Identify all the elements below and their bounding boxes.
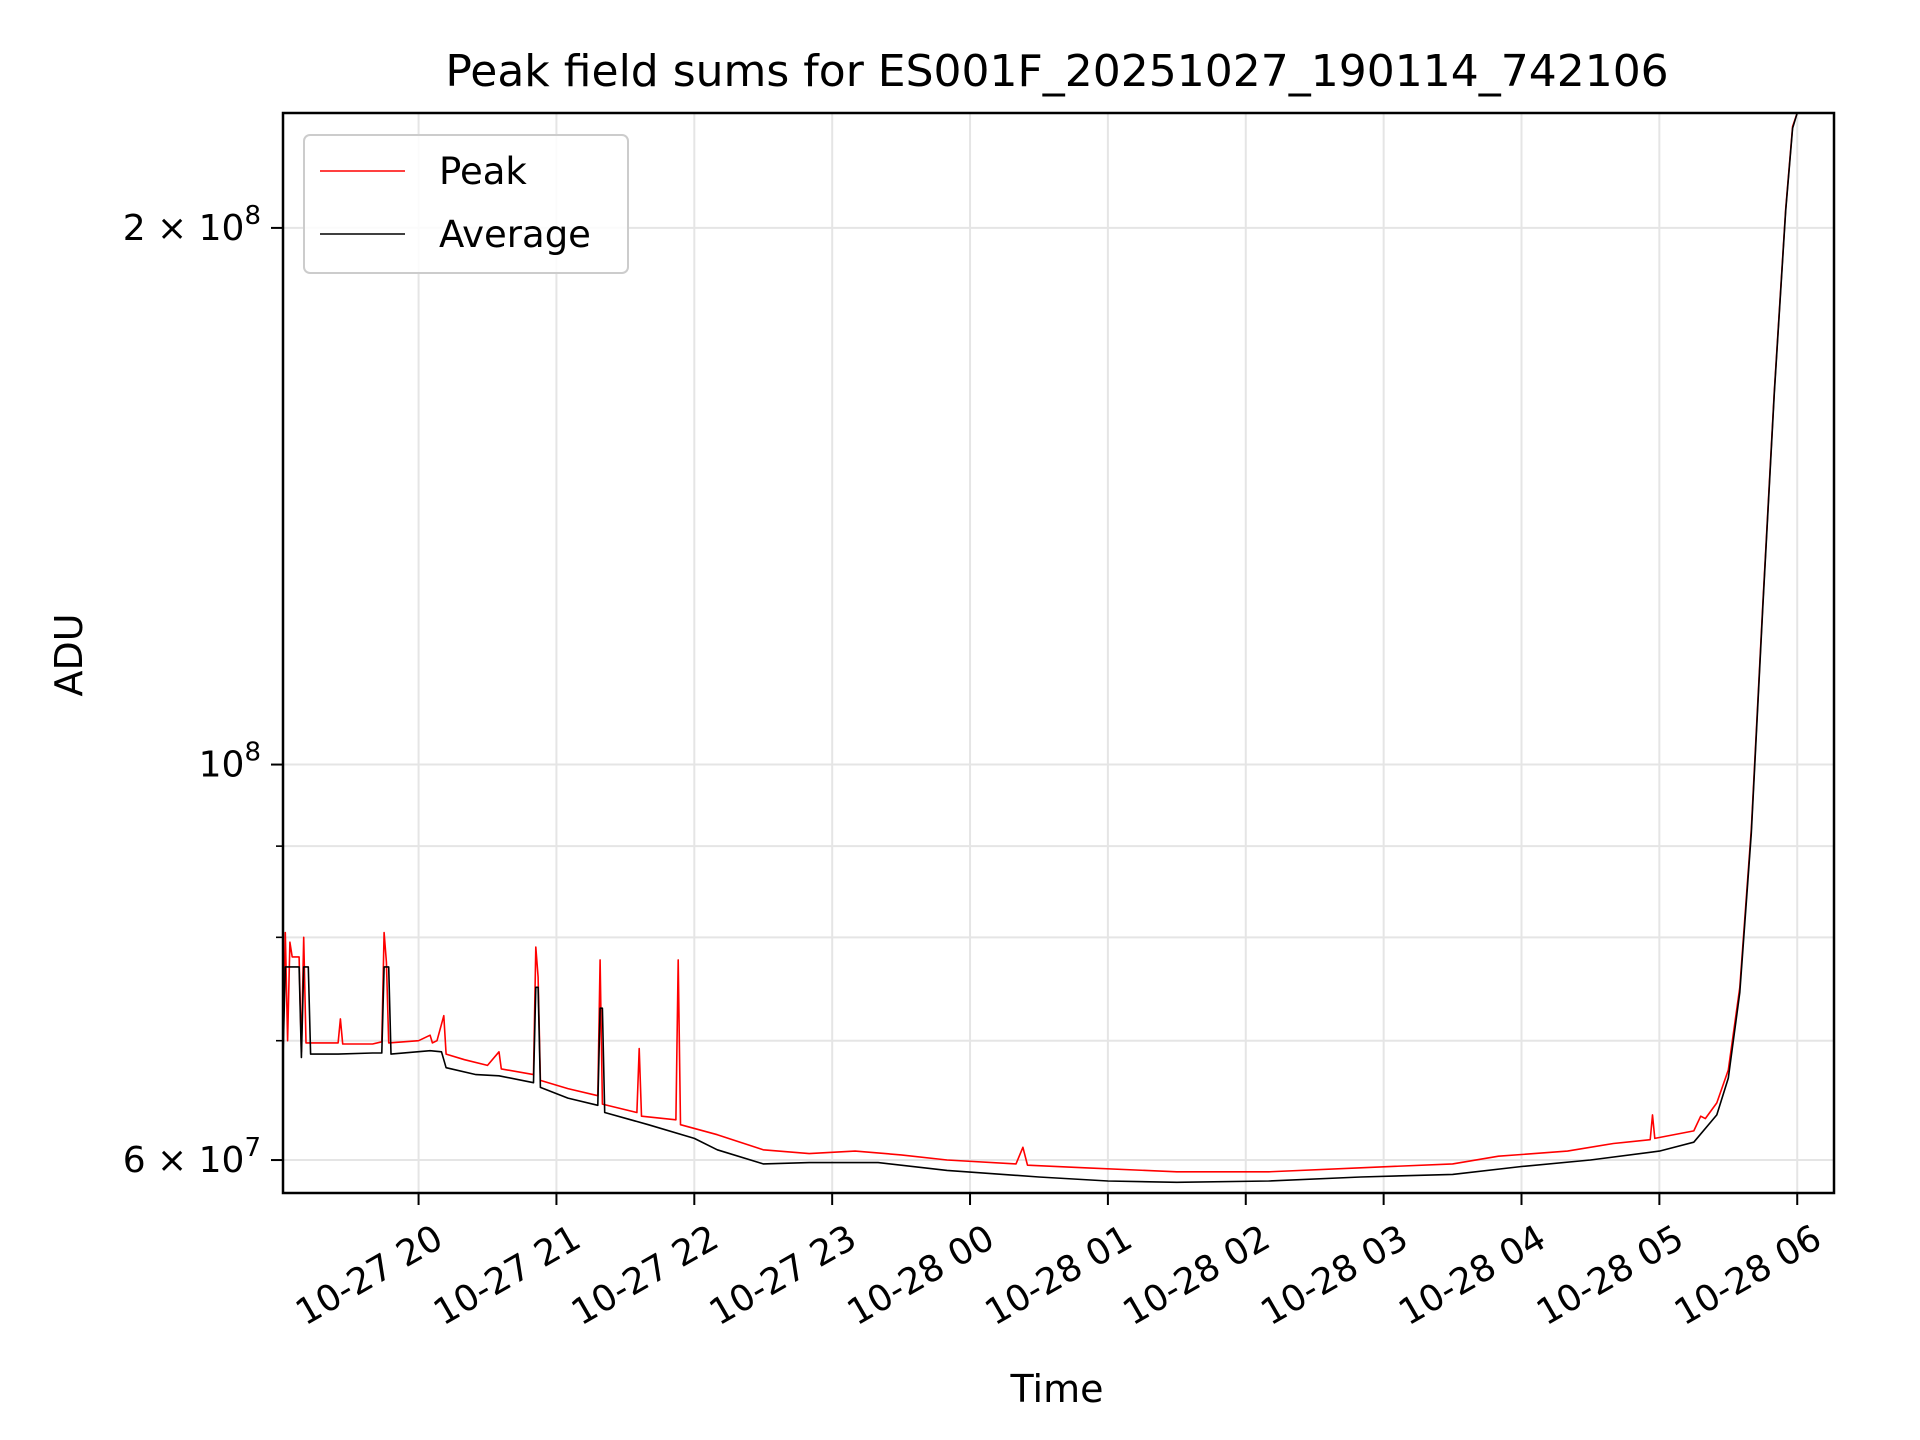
series-layer	[282, 112, 1798, 1184]
legend-box	[303, 134, 629, 274]
y-axis-label: ADU	[47, 613, 91, 696]
legend-label-average: Average	[439, 213, 591, 256]
grid-layer	[283, 113, 1834, 1193]
legend: Peak Average	[303, 134, 629, 274]
x-axis-label: Time	[1010, 1367, 1104, 1411]
series-line-peak	[282, 112, 1798, 1173]
y-tick-label: 6 × 107	[123, 1133, 261, 1181]
y-tick-label: 2 × 108	[123, 201, 261, 249]
series-line-average	[282, 112, 1798, 1184]
plot-frame	[281, 111, 1836, 1195]
y-tick-label: 108	[199, 738, 261, 786]
chart-title: Peak field sums for ES001F_20251027_1901…	[445, 46, 1668, 97]
legend-label-peak: Peak	[439, 150, 527, 193]
